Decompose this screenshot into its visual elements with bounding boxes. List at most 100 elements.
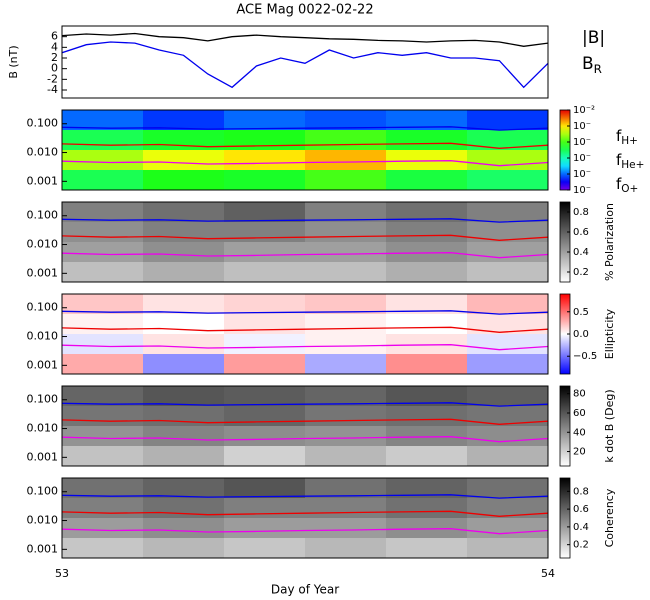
heatmap-cell (224, 386, 306, 407)
heatmap-cell (386, 386, 468, 407)
y-tick-label: 0.001 (27, 542, 59, 555)
heatmap-cell (143, 498, 225, 519)
heatmap-cell (386, 354, 468, 375)
heatmap-cell (305, 222, 387, 243)
heatmap-cell (224, 110, 306, 131)
colorbar (559, 385, 571, 467)
y-tick-label: 0.010 (27, 422, 59, 435)
y-tick-label: 0.001 (27, 174, 59, 187)
heatmap-cell (62, 242, 144, 263)
heatmap-cell (224, 478, 306, 499)
heatmap-cell (386, 406, 468, 427)
series-line (62, 418, 548, 425)
legend-entry: f_O+ (616, 175, 638, 196)
heatmap-cell (224, 426, 306, 447)
colorbar-tick-label: 10⁻ (573, 185, 591, 196)
heatmap-cell (143, 242, 225, 263)
colorbar (559, 201, 571, 283)
y-tick-label: 0.001 (27, 266, 59, 279)
colorbar-tick-label: −0.5 (573, 351, 597, 362)
heatmap-cell (386, 498, 468, 519)
heatmap-cell (305, 446, 387, 467)
heatmap-cell (143, 110, 225, 131)
series-line (62, 234, 548, 241)
y-tick-label: -4 (47, 83, 58, 96)
heatmap-cell (386, 262, 468, 283)
colorbar-label: % Polarization (603, 203, 616, 281)
heatmap-cell (386, 538, 468, 559)
series-line (62, 218, 548, 223)
plot-frame (61, 385, 549, 467)
y-tick-label: -2 (47, 72, 58, 85)
heatmap-cell (305, 354, 387, 375)
heatmap-cell (305, 426, 387, 447)
heatmap-cell (386, 334, 468, 355)
heatmap-cell (305, 150, 387, 171)
colorbar-tick-label: 0.8 (573, 207, 589, 218)
heatmap-cell (386, 110, 468, 131)
y-tick-label: 0.001 (27, 358, 59, 371)
colorbar-tick-label: 10⁻ (573, 137, 591, 148)
heatmap-cell (224, 518, 306, 539)
heatmap-cell (467, 446, 549, 467)
colorbar-tick-label: 60 (573, 408, 586, 419)
heatmap-cell (143, 314, 225, 335)
y-tick-label: 6 (51, 30, 58, 43)
heatmap-cell (224, 354, 306, 375)
series-line (62, 41, 548, 89)
heatmap-cell (467, 170, 549, 191)
series-line (62, 344, 548, 351)
heatmap-cell (224, 242, 306, 263)
heatmap-cell (305, 406, 387, 427)
heatmap-cell (62, 406, 144, 427)
y-tick-label: 0.010 (27, 330, 59, 343)
heatmap-cell (467, 150, 549, 171)
heatmap-cell (224, 538, 306, 559)
heatmap-cell (143, 518, 225, 539)
y-tick-label: 4 (51, 40, 58, 53)
y-tick-label: 0.100 (27, 393, 59, 406)
heatmap-cell (143, 262, 225, 283)
heatmap-cell (62, 170, 144, 191)
heatmap-cell (467, 262, 549, 283)
heatmap-cell (467, 354, 549, 375)
heatmap-cell (143, 130, 225, 151)
heatmap-cell (386, 222, 468, 243)
heatmap-cell (62, 386, 144, 407)
colorbar-tick-label: 0.6 (573, 227, 589, 238)
colorbar-tick-label: 0.6 (573, 504, 589, 515)
heatmap-cell (62, 262, 144, 283)
heatmap-cell (143, 334, 225, 355)
heatmap-cell (143, 294, 225, 315)
heatmap-cell (467, 538, 549, 559)
series-line (62, 126, 548, 131)
heatmap-cell (305, 334, 387, 355)
heatmap-cell (62, 150, 144, 171)
heatmap-cell (467, 498, 549, 519)
y-tick-label: 0.100 (27, 301, 59, 314)
heatmap-cell (305, 170, 387, 191)
colorbar-tick-label: 0.8 (573, 486, 589, 497)
heatmap-cell (305, 478, 387, 499)
y-tick-label: 0.010 (27, 238, 59, 251)
y-tick-label: 0.100 (27, 485, 59, 498)
heatmap-cell (305, 242, 387, 263)
series-line (62, 310, 548, 315)
heatmap-cell (62, 202, 144, 223)
series-line (62, 528, 548, 535)
heatmap-cell (224, 334, 306, 355)
heatmap-cell (143, 478, 225, 499)
heatmap-cell (143, 386, 225, 407)
heatmap-cell (467, 110, 549, 131)
y-tick-label: 2 (51, 51, 58, 64)
heatmap-cell (467, 518, 549, 539)
heatmap-cell (143, 150, 225, 171)
series-line (62, 160, 548, 167)
heatmap-cell (224, 202, 306, 223)
heatmap-cell (224, 406, 306, 427)
y-tick-label: 0 (51, 62, 58, 75)
series-line (62, 436, 548, 443)
colorbar-tick-label: 0.4 (573, 247, 589, 258)
colorbar-label: Coherency (603, 488, 616, 547)
heatmap-cell (467, 130, 549, 151)
